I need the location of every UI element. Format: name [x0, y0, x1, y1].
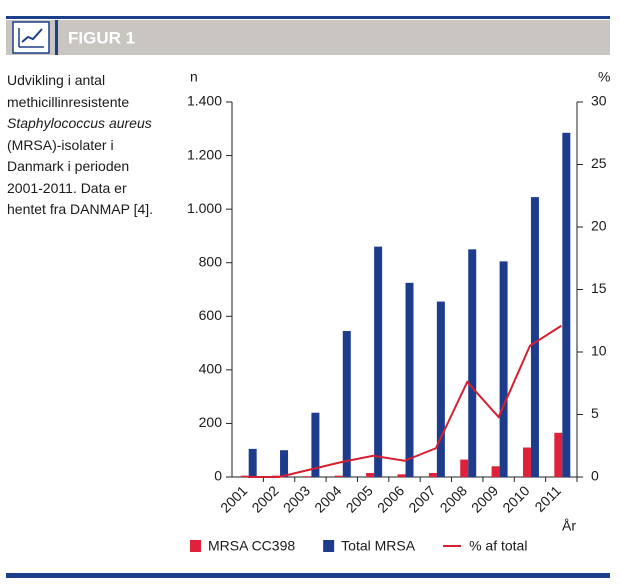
x-tick-label: 2005 — [343, 482, 376, 515]
y2-tick-label: 5 — [591, 405, 599, 421]
bottom-rule — [6, 573, 610, 578]
x-tick-label: 2006 — [374, 482, 407, 515]
x-tick-label: 2002 — [248, 482, 281, 515]
header-title: FIGUR 1 — [68, 28, 135, 47]
caption-line: Udvikling i antal — [7, 72, 106, 88]
header-divider — [55, 20, 58, 55]
bar — [530, 197, 539, 477]
caption-line: Danmark i perioden — [7, 158, 130, 174]
caption-line: Staphylococcus aureus — [7, 115, 152, 131]
x-tick-label: 2010 — [499, 482, 532, 515]
bar — [240, 475, 249, 477]
bar — [248, 448, 257, 477]
bar — [428, 472, 437, 477]
caption-line: hentet fra DANMAP [4]. — [7, 201, 154, 217]
y2-axis-label: % — [598, 69, 610, 85]
bar — [280, 450, 289, 477]
bar — [522, 447, 531, 477]
y-tick-label: 1.400 — [187, 93, 222, 109]
bar — [374, 246, 383, 477]
y-tick-label: 400 — [199, 361, 223, 377]
x-tick-label: 2007 — [405, 482, 438, 515]
x-tick-label: 2008 — [437, 482, 470, 515]
y-tick-label: 0 — [214, 468, 222, 484]
legend-swatch — [323, 540, 335, 552]
y-axis-label: n — [190, 69, 198, 85]
bar — [397, 474, 406, 477]
bar — [460, 459, 469, 477]
bar — [562, 132, 571, 477]
caption-line: methicillinresistente — [7, 93, 130, 110]
bar — [311, 412, 320, 477]
bar — [491, 466, 500, 477]
y2-tick-label: 30 — [591, 93, 607, 109]
y-tick-label: 600 — [199, 307, 223, 323]
header-band — [6, 20, 610, 55]
bar — [554, 432, 563, 477]
x-tick-label: 2011 — [531, 482, 564, 515]
bar — [436, 301, 445, 477]
y2-tick-label: 0 — [591, 468, 599, 484]
top-rule — [6, 16, 610, 19]
y-tick-label: 1.000 — [187, 200, 222, 216]
y-tick-label: 800 — [199, 253, 223, 269]
legend-label: % af total — [469, 538, 527, 554]
bar — [303, 476, 312, 477]
x-tick-label: 2004 — [311, 482, 344, 515]
legend-swatch — [190, 540, 201, 552]
caption-line: (MRSA)-isolater i — [7, 136, 114, 153]
caption: Udvikling i antal methicillinresistente St… — [7, 70, 177, 221]
x-axis-label: År — [562, 518, 576, 534]
y2-tick-label: 25 — [591, 155, 607, 171]
bar — [342, 331, 351, 477]
x-tick-label: 2001 — [217, 482, 250, 515]
legend-label: MRSA CC398 — [208, 538, 295, 554]
bar — [405, 282, 414, 477]
icon-line — [21, 28, 43, 43]
y2-tick-label: 20 — [591, 218, 607, 234]
y-tick-label: 200 — [199, 414, 223, 430]
y-tick-label: 1.200 — [187, 146, 222, 162]
bar — [334, 475, 343, 477]
line — [247, 324, 562, 478]
x-tick-label: 2003 — [280, 482, 313, 515]
y2-tick-label: 10 — [591, 343, 607, 359]
y2-tick-label: 15 — [591, 280, 607, 296]
bar — [499, 261, 508, 477]
bar — [366, 472, 375, 477]
bar — [468, 249, 477, 477]
caption-line: 2001-2011. Data er — [7, 179, 127, 196]
legend-label: Total MRSA — [341, 538, 416, 554]
x-tick-label: 2009 — [468, 482, 501, 515]
